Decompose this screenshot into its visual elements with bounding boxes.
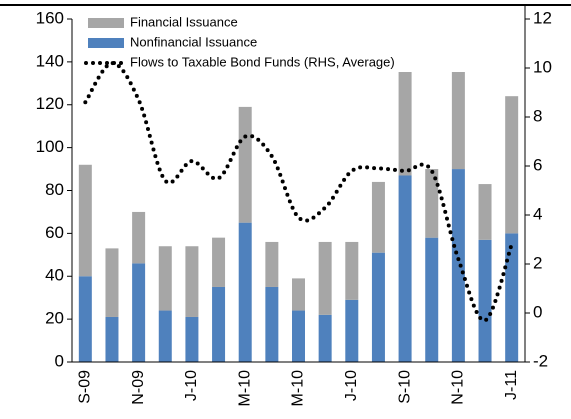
bar xyxy=(371,181,385,253)
y2-tick-label: 0 xyxy=(533,302,542,321)
bar xyxy=(292,310,305,362)
bar xyxy=(505,233,519,362)
y-tick-label: 0 xyxy=(55,351,64,370)
bar xyxy=(185,316,199,362)
bar xyxy=(371,252,385,362)
bar xyxy=(105,316,119,362)
bar xyxy=(478,184,492,240)
x-tick-label: M-10 xyxy=(236,370,253,407)
legend-swatch xyxy=(88,38,124,48)
bar xyxy=(398,175,412,362)
bar xyxy=(78,164,92,277)
legend-swatch xyxy=(88,18,124,28)
y2-tick-label: 10 xyxy=(533,57,552,76)
bar xyxy=(345,241,359,300)
y-tick-label: 120 xyxy=(36,94,64,113)
bar xyxy=(478,239,492,362)
bar xyxy=(292,278,305,311)
bar xyxy=(105,248,119,317)
y2-tick-label: 8 xyxy=(533,106,542,125)
bar xyxy=(158,310,172,362)
x-tick-label: S-10 xyxy=(396,370,413,404)
bar xyxy=(185,246,199,317)
bar xyxy=(212,237,226,287)
line-series xyxy=(83,61,514,323)
bar xyxy=(78,276,92,362)
bar xyxy=(425,169,439,238)
bar xyxy=(132,211,146,264)
bar xyxy=(425,237,439,362)
y-tick-label: 20 xyxy=(45,309,64,328)
y-tick-label: 60 xyxy=(45,223,64,242)
y-tick-label: 160 xyxy=(36,8,64,27)
bar xyxy=(318,241,332,315)
y2-tick-label: 2 xyxy=(533,253,542,272)
y2-tick-label: 12 xyxy=(533,8,552,27)
bar xyxy=(132,263,146,362)
bar xyxy=(158,246,172,311)
bar xyxy=(212,286,226,362)
x-tick-label: N-09 xyxy=(130,370,147,405)
x-tick-label: J-10 xyxy=(343,370,360,401)
x-tick-label: J-11 xyxy=(503,370,520,400)
legend-label: Nonfinancial Issuance xyxy=(130,34,257,49)
x-tick-label: M-10 xyxy=(290,370,307,407)
x-tick-label: J-10 xyxy=(183,370,200,401)
y2-tick-label: -2 xyxy=(533,351,548,370)
bar xyxy=(265,286,279,362)
bar xyxy=(398,64,412,176)
legend-box xyxy=(82,12,490,72)
y-tick-label: 100 xyxy=(36,137,64,156)
y2-tick-label: 4 xyxy=(533,204,542,223)
bar xyxy=(265,241,279,287)
bar xyxy=(238,106,252,223)
bar xyxy=(345,299,359,362)
x-tick-label: S-09 xyxy=(77,370,94,404)
bar xyxy=(318,314,332,362)
bar xyxy=(505,96,519,234)
bar xyxy=(238,222,252,362)
legend-label: Financial Issuance xyxy=(130,14,238,29)
bar xyxy=(451,40,465,170)
bar xyxy=(451,169,465,362)
y-tick-label: 40 xyxy=(45,266,64,285)
y-tick-label: 80 xyxy=(45,180,64,199)
y2-tick-label: 6 xyxy=(533,155,542,174)
legend-label: Flows to Taxable Bond Funds (RHS, Averag… xyxy=(130,54,395,69)
x-tick-label: N-10 xyxy=(450,370,467,405)
y-tick-label: 140 xyxy=(36,51,64,70)
